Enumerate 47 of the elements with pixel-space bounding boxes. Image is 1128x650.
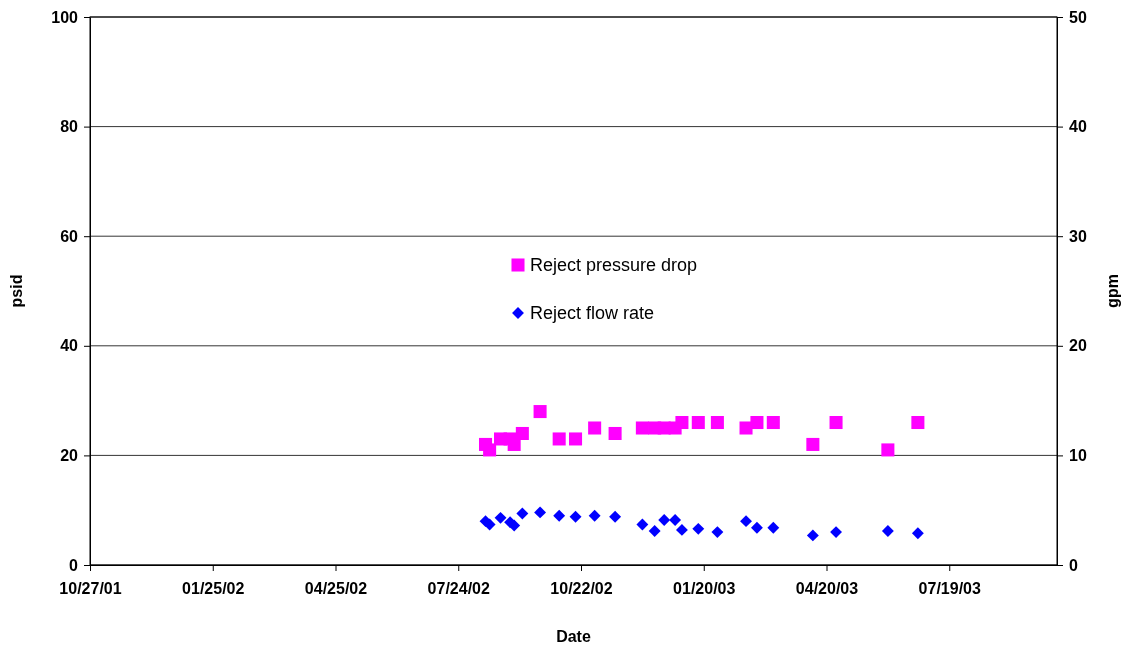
y-tick-label: 60: [60, 227, 79, 245]
point: [830, 526, 842, 539]
y-tick-label: 80: [60, 118, 79, 136]
y2-axis-title: gpm: [1104, 274, 1121, 308]
legend-label: Reject pressure drop: [530, 255, 698, 275]
point: [534, 506, 547, 519]
y2-tick-label: 0: [1069, 556, 1078, 574]
point: [553, 509, 566, 522]
x-axis-title: Date: [556, 628, 591, 645]
x-tick-label: 07/19/03: [918, 580, 981, 598]
y2-tick-label: 10: [1069, 447, 1087, 465]
point: [658, 514, 671, 527]
point: [516, 507, 529, 520]
x-tick-label: 04/20/03: [795, 580, 859, 598]
legend-label: Reject flow rate: [530, 303, 655, 323]
y2-tick-label: 50: [1069, 8, 1087, 26]
point: [569, 510, 582, 523]
point: [648, 525, 661, 537]
y-tick-label: 100: [51, 8, 79, 26]
point: [911, 527, 924, 540]
point: [636, 518, 649, 531]
point: [806, 529, 819, 542]
y-tick-label: 40: [60, 337, 79, 355]
point: [675, 523, 688, 536]
point: [494, 511, 507, 524]
y-axis-title: psid: [8, 274, 25, 308]
x-tick-label: 01/20/03: [673, 580, 736, 598]
x-tick-label: 07/24/02: [427, 580, 490, 598]
x-tick-label: 10/22/02: [550, 580, 613, 598]
point: [711, 526, 724, 539]
y2-tick-label: 30: [1069, 227, 1087, 245]
y-tick-label: 20: [60, 447, 79, 465]
point: [881, 525, 894, 537]
x-tick-label: 04/25/02: [304, 580, 368, 598]
y-tick-label: 0: [69, 556, 79, 574]
point: [692, 522, 705, 535]
point: [740, 515, 752, 528]
point: [751, 521, 763, 534]
x-tick-label: 10/27/01: [59, 580, 122, 598]
point: [609, 510, 622, 523]
point: [483, 518, 496, 531]
point: [588, 509, 601, 522]
x-tick-label: 01/25/02: [182, 580, 245, 598]
y2-tick-label: 20: [1069, 337, 1087, 355]
point: [669, 514, 682, 527]
y2-tick-label: 40: [1069, 118, 1087, 136]
point: [767, 521, 780, 534]
